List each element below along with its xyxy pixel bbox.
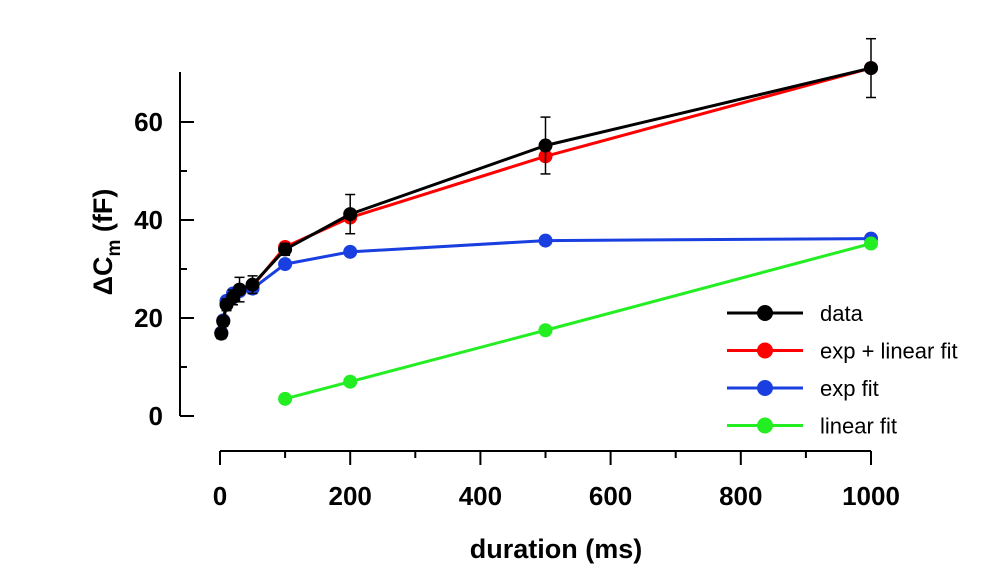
- y-tick-label-20: 20: [134, 303, 163, 333]
- legend-item-linear-fit: linear fit: [727, 414, 897, 439]
- x-tick-label-400: 400: [459, 481, 502, 511]
- point-data-6: [278, 242, 293, 257]
- point-data-1: [216, 314, 231, 329]
- y-tick-label-0: 0: [149, 401, 163, 431]
- series-data: [214, 37, 878, 341]
- x-axis-label: duration (ms): [470, 534, 643, 564]
- point-data-5: [245, 277, 260, 292]
- legend-marker-data: [757, 305, 773, 321]
- legend: data exp + linear fit exp fit linear fit: [727, 301, 958, 439]
- series-line-data: [219, 66, 872, 334]
- x-tick-label-1000: 1000: [842, 481, 900, 511]
- point-linear-fit-0: [278, 391, 293, 406]
- legend-item-data: data: [727, 301, 864, 326]
- legend-label-exp-fit: exp fit: [820, 376, 879, 401]
- y-axis-label-sub: m: [104, 240, 125, 257]
- legend-item-exp-fit: exp fit: [727, 376, 879, 401]
- point-exp-fit-7: [343, 244, 358, 259]
- y-tick-label-40: 40: [134, 205, 163, 235]
- x-ticks: 0 200 400 600 800 1000: [213, 451, 900, 511]
- x-tick-label-0: 0: [213, 481, 227, 511]
- legend-label-linear-fit: linear fit: [820, 414, 897, 439]
- plot-area: [214, 37, 878, 406]
- point-exp-fit-8: [538, 233, 553, 248]
- series-linear-fit: [278, 236, 878, 406]
- legend-marker-linear-fit: [757, 417, 773, 434]
- point-data-7: [343, 207, 358, 222]
- point-data-0: [214, 326, 229, 341]
- legend-item-exp-linear-fit: exp + linear fit: [727, 339, 958, 364]
- point-linear-fit-2: [538, 323, 553, 338]
- point-exp-fit-6: [278, 257, 293, 272]
- legend-marker-exp-linear-fit: [757, 342, 773, 359]
- y-axis-label: ΔCm (fF): [88, 189, 125, 296]
- series-line-exp-fit: [219, 237, 872, 333]
- point-linear-fit-1: [343, 374, 358, 389]
- x-tick-label-200: 200: [329, 481, 372, 511]
- y-tick-label-60: 60: [134, 107, 163, 137]
- legend-label-data: data: [820, 301, 864, 326]
- x-tick-label-600: 600: [589, 481, 632, 511]
- point-data-9: [864, 61, 878, 76]
- y-axis-label-unit: (fF): [88, 189, 118, 240]
- y-ticks: 0 20 40 60: [134, 107, 194, 431]
- point-data-8: [538, 138, 553, 153]
- series-line-linear-fit: [284, 242, 872, 401]
- legend-marker-exp-fit: [757, 380, 773, 396]
- x-tick-label-800: 800: [719, 481, 762, 511]
- point-data-4: [232, 282, 247, 297]
- y-axis-label-main: ΔC: [88, 256, 118, 295]
- series-exp-linear-fit: [214, 61, 878, 340]
- legend-label-exp-linear-fit: exp + linear fit: [820, 339, 958, 364]
- x-axis: 0 200 400 600 800 1000 duration (ms): [213, 450, 900, 564]
- y-axis: 0 20 40 60 ΔCm (fF): [88, 72, 194, 431]
- point-linear-fit-3: [864, 236, 878, 251]
- series-line-exp-linear-fit: [219, 66, 872, 333]
